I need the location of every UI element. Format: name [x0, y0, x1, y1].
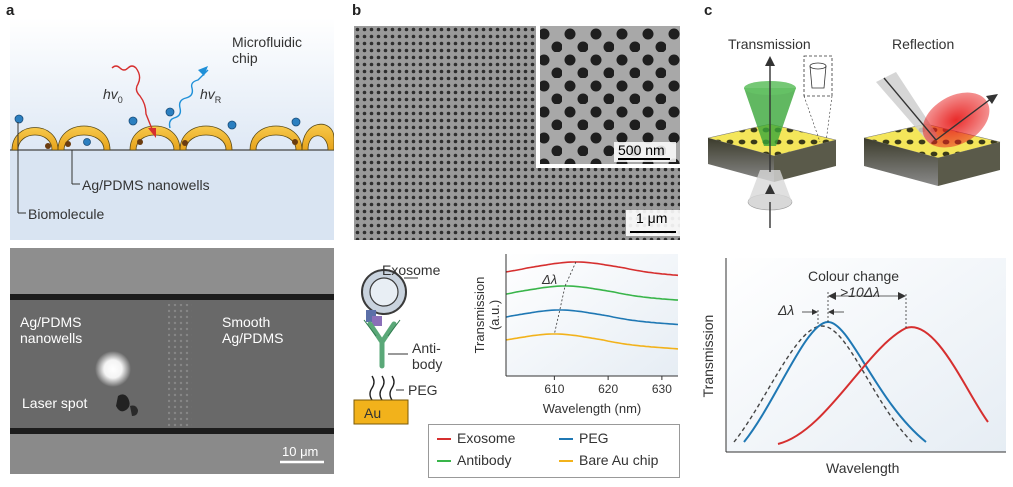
- hvr-subscript: R: [214, 94, 222, 105]
- colour-change-schematic: [706, 252, 1010, 480]
- exosome-schematic: [344, 262, 468, 432]
- legend-swatch: [559, 460, 573, 463]
- device-illustrations: [700, 52, 1010, 238]
- microfluidic-chip-label: Microfluidic chip: [232, 34, 303, 66]
- chart-xlabel: Wavelength (nm): [543, 401, 642, 416]
- hv0-subscript: 0: [117, 94, 123, 105]
- transmission-spectrum-chart: 610 620 630 Transmission (a.u.) Wavelength…: [462, 248, 680, 418]
- legend-swatch: [559, 438, 573, 441]
- series-line-exosome: [505, 261, 679, 277]
- legend-label: PEG: [579, 430, 609, 446]
- legend-item-bare-au-chip: Bare Au chip: [559, 452, 658, 470]
- hvr-label: hvR: [200, 86, 221, 108]
- legend-item-antibody: Antibody: [437, 452, 511, 470]
- legend-swatch: [437, 438, 451, 441]
- chart-ylabel-line2: (a.u.): [487, 300, 502, 330]
- legend-label: Antibody: [457, 452, 512, 468]
- x-tick-label-620: 620: [598, 382, 618, 396]
- colour-ylabel: Transmission: [700, 314, 716, 398]
- microscope-photo: [10, 248, 334, 474]
- x-tick-label-610: 610: [544, 382, 564, 396]
- biomolecule-label: Biomolecule: [28, 206, 105, 222]
- sem-scale-label: 1 μm: [636, 210, 668, 226]
- photo-smooth-label: Smooth Ag/PDMS: [222, 314, 284, 346]
- photo-nanowells-label: Ag/PDMS nanowells: [20, 314, 83, 346]
- hv0-text: hv: [103, 86, 118, 102]
- panel-c-letter: c: [704, 2, 713, 19]
- inset-scale-label: 500 nm: [618, 142, 665, 158]
- series-line-antibody: [505, 285, 679, 301]
- legend-item-peg: PEG: [559, 430, 609, 448]
- legend-items: Exosome PEG Antibody Bare Au chip: [429, 425, 679, 477]
- panel-a-letter: a: [6, 2, 15, 19]
- colour-change-label: Colour change: [808, 268, 900, 284]
- panel-b-letter: b: [352, 2, 362, 19]
- colour-xlabel: Wavelength: [826, 460, 900, 476]
- series-line-peg: [505, 309, 679, 326]
- legend-item-exosome: Exosome: [437, 430, 515, 448]
- sem-image: [354, 26, 680, 240]
- hv0-label: hv0: [103, 86, 123, 108]
- au-label: Au: [364, 405, 382, 421]
- chart-annotation: Δλ: [541, 272, 557, 287]
- peg-label: PEG: [408, 382, 438, 398]
- antibody-label: Anti- body: [412, 340, 443, 372]
- gt10-dl-label: >10Δλ: [840, 284, 881, 300]
- microfluidic-schematic: [10, 18, 335, 240]
- legend-label: Bare Au chip: [579, 452, 659, 468]
- laser-spot-label: Laser spot: [22, 395, 88, 411]
- chart-ylabel-line1: Transmission: [472, 277, 487, 354]
- series-line-bare-au-chip: [505, 333, 679, 350]
- x-tick-label-630: 630: [652, 382, 672, 396]
- transmission-title: Transmission: [728, 36, 811, 52]
- reflection-title: Reflection: [892, 36, 955, 52]
- nanowells-label: Ag/PDMS nanowells: [82, 177, 210, 193]
- exosome-label: Exosome: [382, 262, 441, 278]
- hvr-text: hv: [200, 86, 215, 102]
- legend-swatch: [437, 460, 451, 463]
- peak-shift-line: [554, 261, 577, 335]
- spectrum-legend: Exosome PEG Antibody Bare Au chip: [428, 424, 680, 478]
- dl-label: Δλ: [778, 302, 795, 318]
- legend-label: Exosome: [457, 430, 516, 446]
- photo-scale-bar-label: 10 μm: [282, 444, 319, 459]
